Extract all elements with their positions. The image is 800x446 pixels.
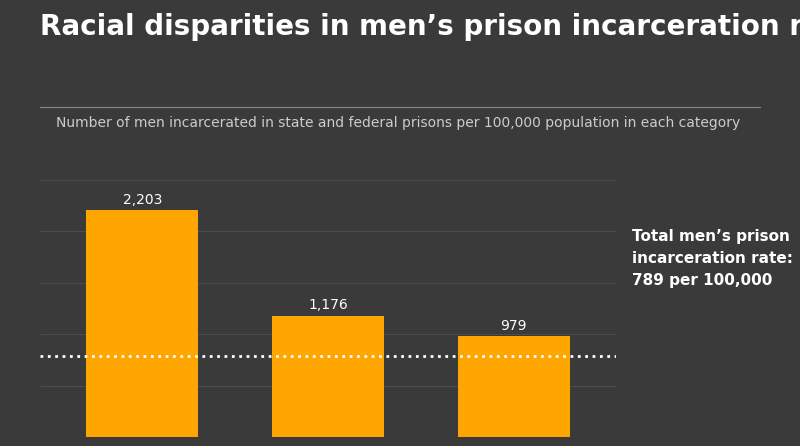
Text: Total men’s prison
incarceration rate:
789 per 100,000: Total men’s prison incarceration rate: 7… <box>632 229 793 289</box>
Bar <box>458 336 570 437</box>
Text: Racial disparities in men’s prison incarceration rates, 2019: Racial disparities in men’s prison incar… <box>40 13 800 41</box>
Text: 1,176: 1,176 <box>308 298 348 313</box>
Bar <box>272 316 384 437</box>
Text: Number of men incarcerated in state and federal prisons per 100,000 population i: Number of men incarcerated in state and … <box>56 116 740 130</box>
Text: 2,203: 2,203 <box>122 193 162 207</box>
Text: 979: 979 <box>501 319 527 333</box>
Bar <box>86 211 198 437</box>
